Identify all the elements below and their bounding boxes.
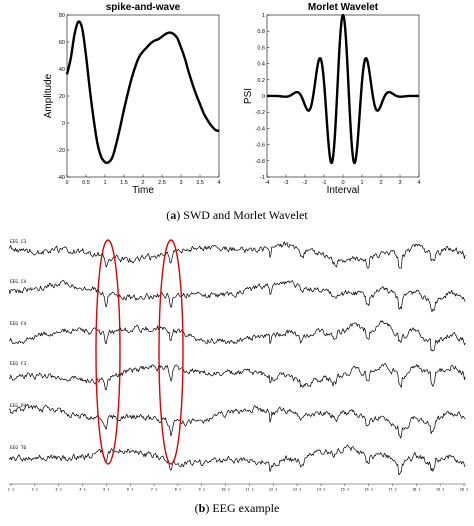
x-tick-label: -2 [303,180,308,186]
series-line-morlet-wavelet [266,13,420,165]
x-axis-label-spike-and-wave: Time [132,185,154,196]
eeg-time-tick-label: 16 s [364,488,373,492]
y-tick-label: -0.4 [256,126,265,132]
eeg-time-tick-label: 6 s [127,488,134,492]
eeg-trace [8,363,466,391]
eeg-time-tick-label: 20 s [460,488,469,492]
x-tick-label: 0 [341,180,344,186]
eeg-trace [8,241,466,269]
caption-b: (b) EEG example [195,501,280,515]
x-tick-label: 1 [103,180,106,186]
eeg-time-tick-label: 2 s [32,488,39,492]
series-line-spike-and-wave [65,20,220,165]
eeg-time-tick-label: 10 s [221,488,230,492]
caption-b-text: EEG example [212,501,279,515]
x-tick-label: 1 [360,180,363,186]
eeg-time-tick-label: 18 s [412,488,421,492]
y-tick-label: -40 [57,175,65,181]
eeg-time-tick-label: 5 s [103,488,110,492]
x-tick-label: 3 [179,180,182,186]
eeg-time-tick-label: 11 s [245,488,254,492]
eeg-channel-label: EEG C4 [10,279,27,285]
y-tick-label: -20 [57,148,65,154]
y-tick-label: 0.8 [257,29,265,35]
eeg-time-tick-label: 9 s [198,488,205,492]
y-tick-label: 0 [262,94,265,100]
x-tick-label: -3 [284,180,289,186]
x-tick-label: 3 [398,180,401,186]
eeg-time-tick-label: 4 s [79,488,86,492]
eeg-trace [8,444,466,475]
y-tick-label: 0.4 [257,62,265,68]
eeg-time-tick-label: 19 s [436,488,445,492]
y-tick-label: 80 [59,13,65,19]
eeg-trace [8,403,466,439]
highlight-ellipse-1 [95,239,121,465]
panel-morlet-wavelet: Morlet Wavelet -4 -3 -2 -1 0 1 2 3 4 -1 -0.8 -0.6 -0… [243,2,421,196]
y-tick-label: 1 [262,13,265,19]
x-axis-label-morlet-wavelet: Interval [327,185,360,196]
eeg-trace [8,320,466,352]
panel-spike-and-wave: spike-and-wave 0 0.5 1 1.5 2 2.5 3 3.5 4 -40 -20 0 2… [43,2,221,196]
x-tick-label: 1.5 [120,180,128,186]
eeg-channel-label: EEG P4 [10,403,27,409]
eeg-time-tick-label: 8 s [175,488,182,492]
chart-title-morlet-wavelet: Morlet Wavelet [308,2,379,13]
y-tick-label: -0.2 [256,110,265,116]
y-tick-label: 60 [59,40,65,46]
eeg-time-tick-label: 7 s [151,488,158,492]
caption-a-letter: a [170,208,176,222]
caption-a-text: SWD and Morlet Wavelet [183,208,308,222]
highlight-ellipse-2 [158,239,184,465]
y-tick-label: 0 [62,121,65,127]
x-tick-label: 2.5 [158,180,166,186]
x-tick-label: 0.5 [82,180,90,186]
eeg-time-tick-label: 17 s [388,488,397,492]
eeg-channel-label: EEG T6 [10,445,27,451]
x-tick-label: 0 [65,180,68,186]
eeg-channel-label: EEG F4 [10,321,27,327]
eeg-time-tick-label: 13 s [293,488,302,492]
y-axis-label-spike-and-wave: Amplitude [43,73,54,118]
x-tick-label: 4 [417,180,420,186]
eeg-time-tick-label: 15 s [340,488,349,492]
caption-b-letter: b [199,501,206,515]
caption-a: (a) SWD and Morlet Wavelet [166,208,308,222]
y-tick-label: 0.2 [257,78,265,84]
y-tick-label: -0.8 [256,159,265,165]
eeg-time-tick-label: 3 s [55,488,62,492]
x-tick-label: -4 [265,180,270,186]
x-tick-label: 2 [379,180,382,186]
panel-eeg-example: EEG C3 EEG C4 EEG F4 EEG F3 EEG P4 EEG T6 1 s… [8,239,469,492]
eeg-time-tick-label: 14 s [317,488,326,492]
chart-title-spike-and-wave: spike-and-wave [106,2,181,13]
y-tick-label: -0.6 [256,143,265,149]
eeg-channel-label: EEG C3 [10,239,27,245]
x-tick-label: -1 [322,180,327,186]
x-tick-label: 4 [217,180,220,186]
y-tick-label: 0.6 [257,45,265,51]
x-tick-label: 3.5 [196,180,204,186]
y-tick-label: -1 [260,175,265,181]
y-tick-label: 20 [59,94,65,100]
eeg-time-tick-label: 1 s [8,488,15,492]
y-axis-label-morlet-wavelet: PSI [243,88,254,104]
eeg-time-tick-label: 12 s [269,488,278,492]
eeg-trace [8,279,466,313]
x-tick-label: 2 [141,180,144,186]
y-tick-label: 40 [59,67,65,73]
eeg-channel-label: EEG F3 [10,361,27,367]
